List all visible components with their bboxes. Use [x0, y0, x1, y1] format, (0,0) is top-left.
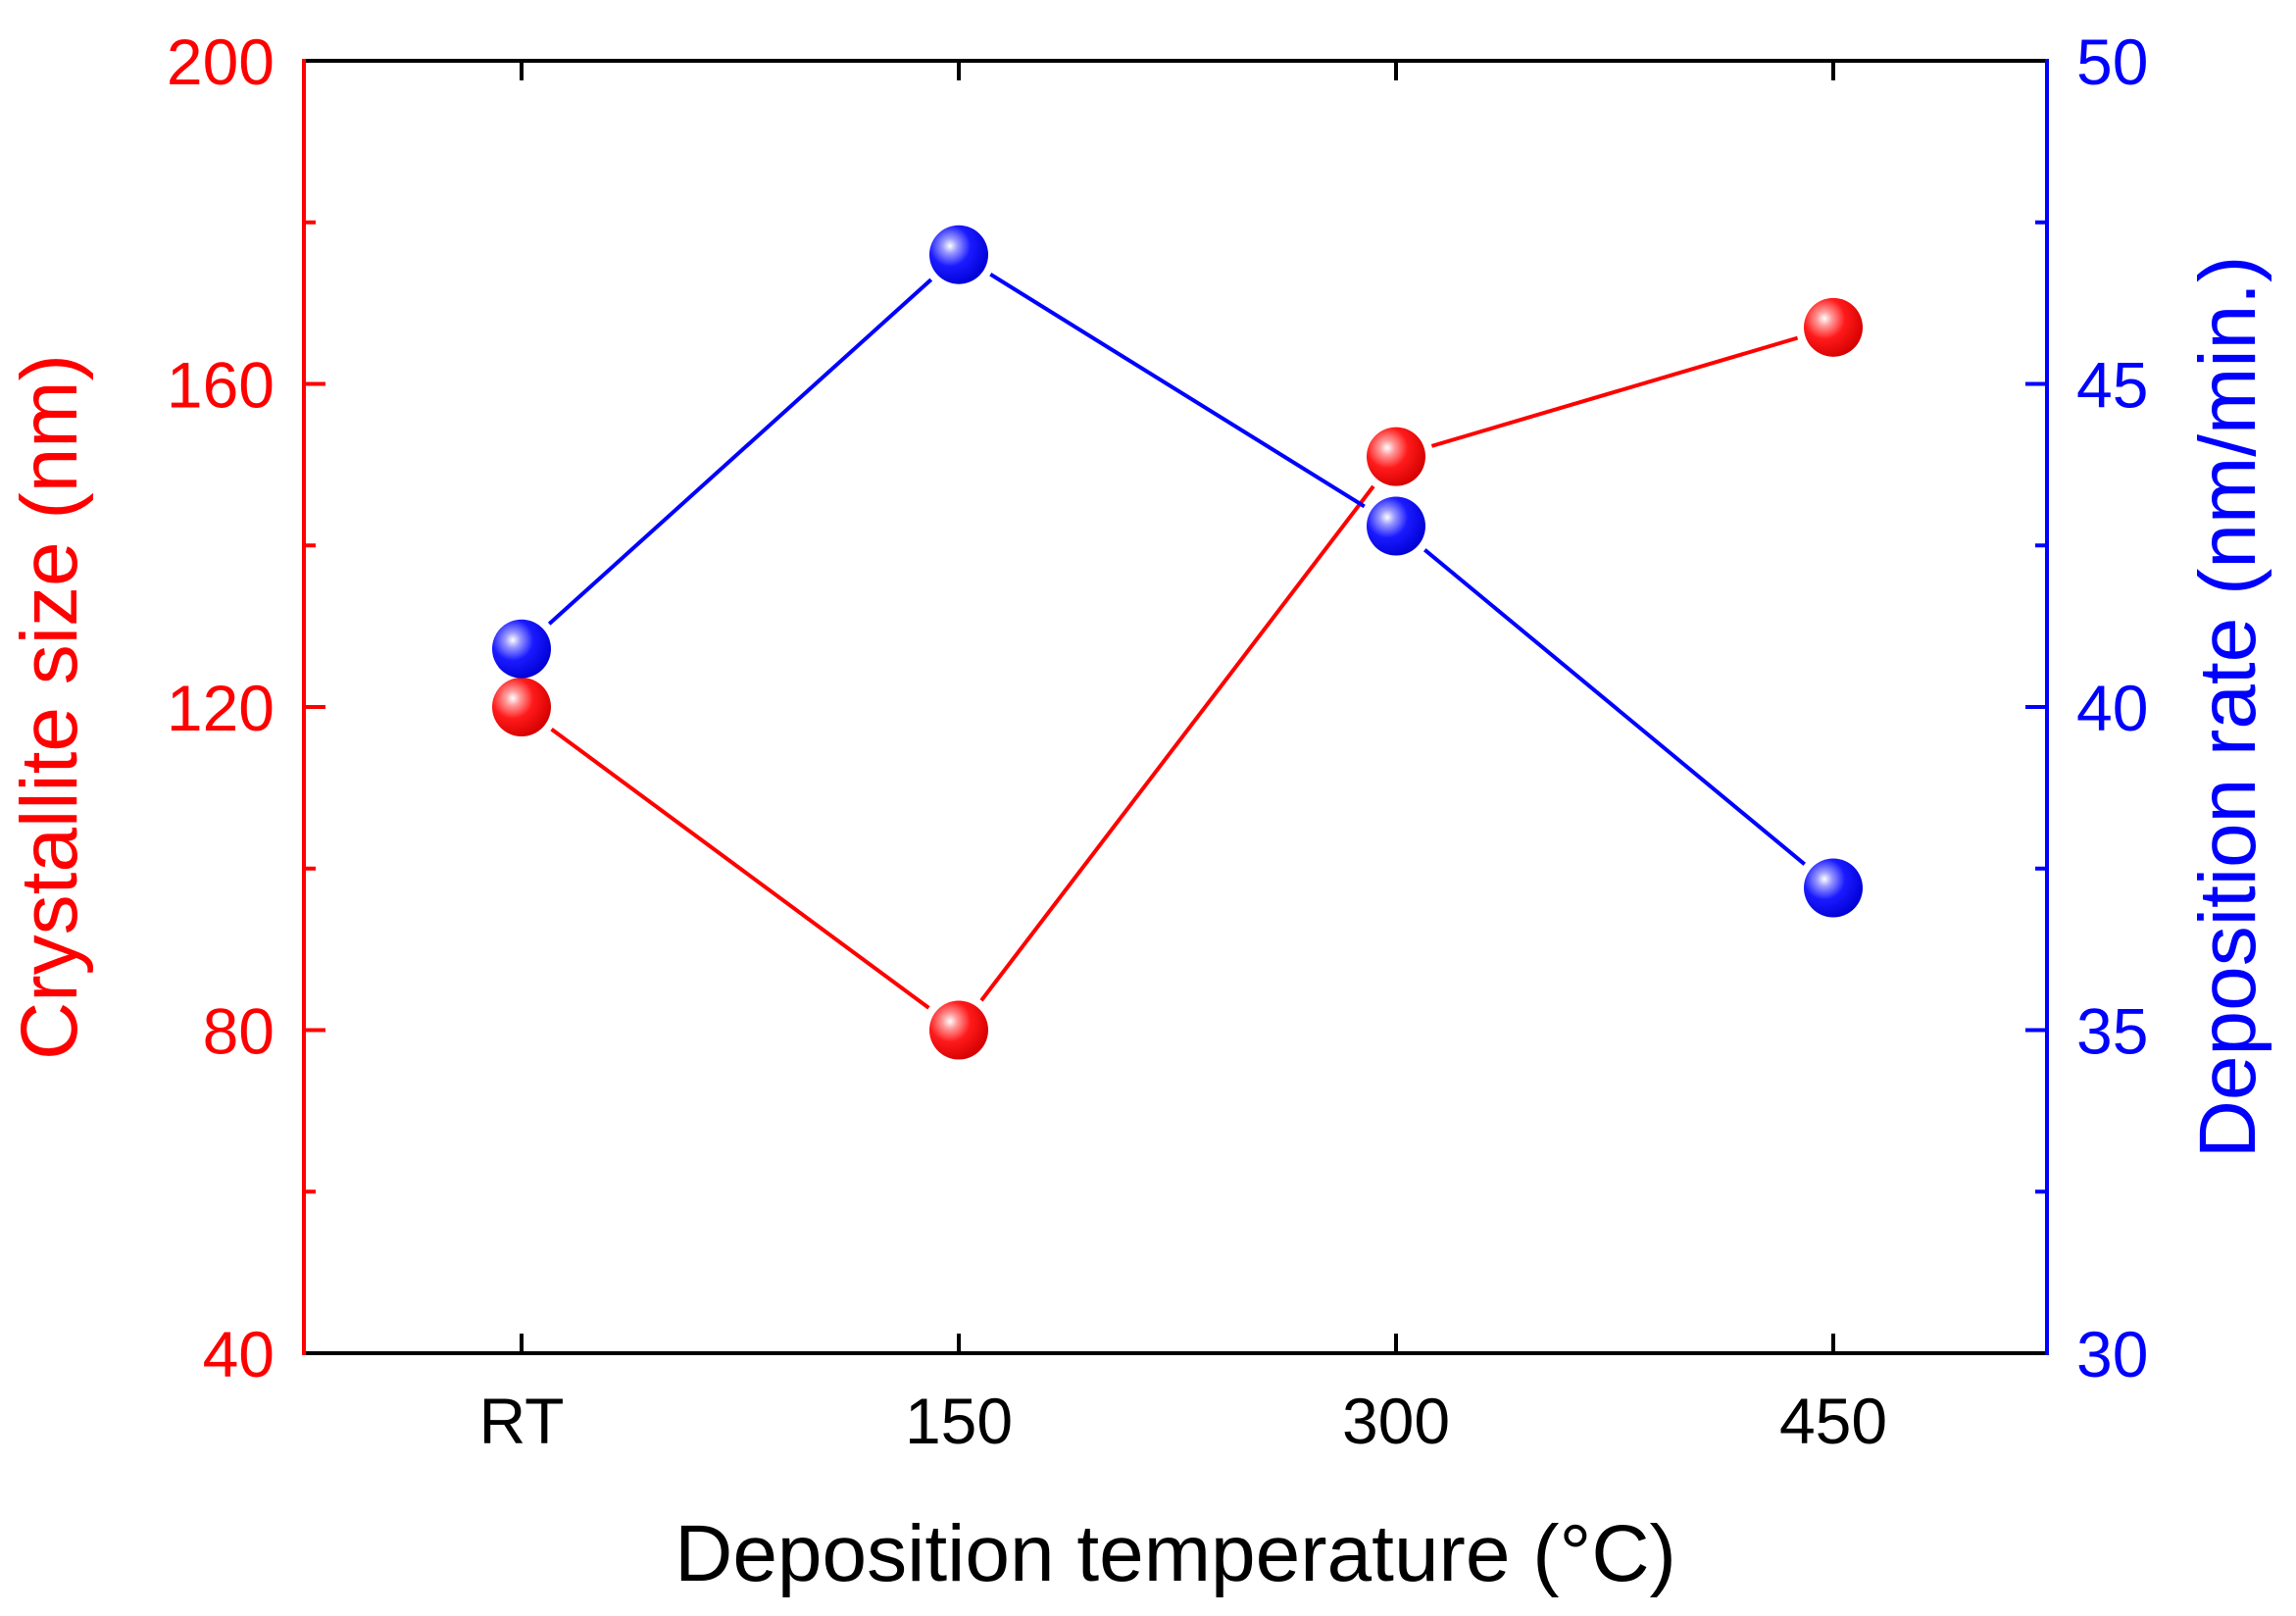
- x-tick-label: 450: [1779, 1385, 1887, 1457]
- blue-data-point: [1804, 858, 1863, 918]
- left-axis-ticks: 40 80 120 160 200: [167, 25, 325, 1390]
- left-tick-label: 80: [203, 995, 275, 1068]
- red-data-point: [1804, 297, 1863, 357]
- red-series-segment: [550, 727, 930, 1010]
- x-tick-label: 150: [905, 1385, 1013, 1457]
- right-axis-title: Deposition rate (nm/min.): [2183, 256, 2272, 1159]
- blue-series-segment: [547, 278, 933, 626]
- red-series-segment: [1430, 335, 1799, 448]
- right-axis-ticks: 30 35 40 45 50: [2025, 25, 2148, 1390]
- left-tick-label: 200: [167, 25, 275, 98]
- x-axis-title: Deposition temperature (°C): [674, 1509, 1676, 1598]
- red-data-point: [929, 1000, 988, 1060]
- blue-data-point: [929, 225, 988, 284]
- series-layer: [492, 225, 1863, 1060]
- blue-data-point: [492, 619, 551, 679]
- blue-series-segment: [989, 273, 1366, 509]
- red-data-point: [492, 678, 551, 736]
- left-tick-label: 120: [167, 672, 275, 744]
- left-axis-title: Crystallite size (nm): [5, 354, 94, 1060]
- right-tick-label: 50: [2076, 25, 2148, 98]
- x-tick-label: 300: [1342, 1385, 1450, 1457]
- x-axis-ticks: RT 150 300 450: [479, 61, 1887, 1457]
- red-series-segment: [979, 484, 1375, 1002]
- blue-data-point: [1367, 496, 1425, 556]
- x-tick-label: RT: [479, 1385, 565, 1457]
- blue-series-segment: [1423, 548, 1806, 866]
- right-tick-label: 40: [2076, 672, 2148, 744]
- right-tick-label: 45: [2076, 349, 2148, 422]
- right-tick-label: 35: [2076, 995, 2148, 1068]
- right-tick-label: 30: [2076, 1318, 2148, 1390]
- red-data-point: [1367, 427, 1425, 486]
- left-tick-label: 40: [203, 1318, 275, 1390]
- left-tick-label: 160: [167, 349, 275, 422]
